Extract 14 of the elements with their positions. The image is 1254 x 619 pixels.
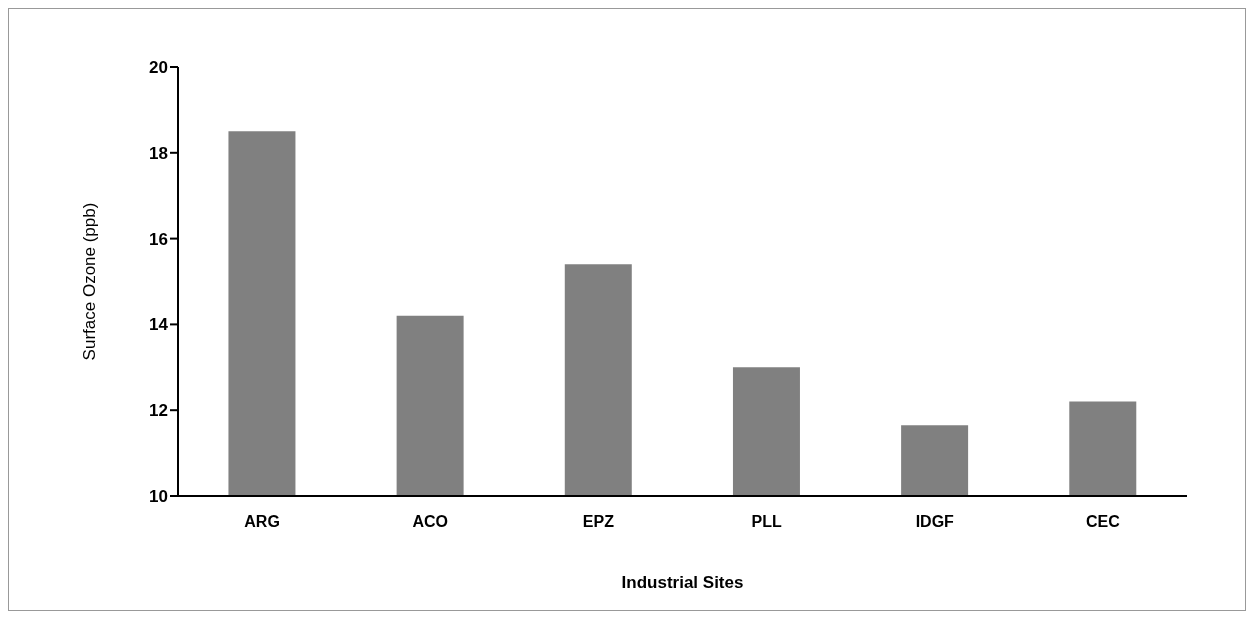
x-tick-label: IDGF <box>915 513 955 531</box>
y-tick-label: 14 <box>149 315 169 335</box>
y-axis-title: Surface Ozone (ppb) <box>80 202 100 361</box>
x-tick-label: EPZ <box>582 513 615 531</box>
x-tick-label: ACO <box>412 513 449 531</box>
y-tick-label: 12 <box>149 401 168 421</box>
y-tick-label: 20 <box>149 58 168 78</box>
x-tick-label: PLL <box>751 513 782 531</box>
x-axis-title: Industrial Sites <box>621 573 744 592</box>
y-tick-label: 16 <box>149 229 168 249</box>
x-tick-label: CEC <box>1086 513 1121 531</box>
y-tick-label: 18 <box>149 143 168 163</box>
y-tick-label: 10 <box>149 487 168 507</box>
x-tick-label: ARG <box>244 513 280 531</box>
